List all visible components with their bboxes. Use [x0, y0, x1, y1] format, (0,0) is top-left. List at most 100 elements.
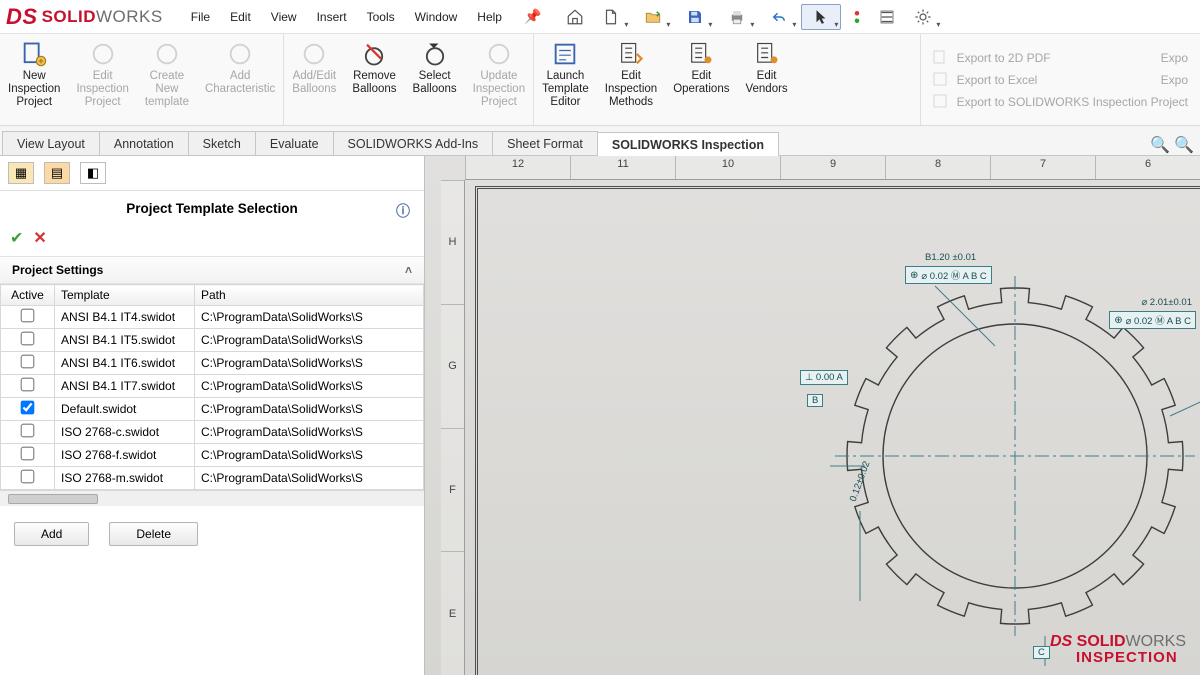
export-excel[interactable]: Export to ExcelExpo [933, 72, 1188, 88]
menu-edit[interactable]: Edit [230, 10, 251, 24]
row-path: C:\ProgramData\SolidWorks\S [195, 467, 424, 490]
table-row[interactable]: ISO 2768-c.swidot C:\ProgramData\SolidWo… [1, 421, 424, 444]
row-path: C:\ProgramData\SolidWorks\S [195, 444, 424, 467]
list-icon[interactable] [873, 4, 901, 30]
edit-operations[interactable]: EditOperations [665, 34, 737, 125]
menu-insert[interactable]: Insert [317, 10, 347, 24]
cancel-icon[interactable]: ✕ [33, 228, 46, 248]
main-menu: File Edit View Insert Tools Window Help [181, 10, 512, 24]
tab-sketch[interactable]: Sketch [188, 131, 256, 155]
delete-button[interactable]: Delete [109, 522, 198, 546]
cursor-icon[interactable] [801, 4, 841, 30]
ruler-horizontal: 1211109876 [465, 156, 1200, 180]
col-path[interactable]: Path [195, 285, 424, 306]
new-inspection-project[interactable]: NewInspectionProject [0, 34, 68, 125]
accept-icon[interactable]: ✔ [10, 228, 23, 248]
callout-datum-b: B [807, 394, 823, 407]
row-active-checkbox[interactable] [21, 447, 35, 461]
edit-inspection-project: EditInspectionProject [68, 34, 136, 125]
select-balloons[interactable]: SelectBalloons [405, 34, 465, 125]
menu-file[interactable]: File [191, 10, 210, 24]
row-active-checkbox[interactable] [21, 309, 35, 323]
panel-tab-1[interactable]: ▦ [8, 162, 34, 184]
row-template: ISO 2768-m.swidot [55, 467, 195, 490]
menu-view[interactable]: View [271, 10, 297, 24]
menu-tools[interactable]: Tools [367, 10, 395, 24]
row-path: C:\ProgramData\SolidWorks\S [195, 352, 424, 375]
help-icon[interactable]: ⓘ [396, 201, 410, 221]
table-row[interactable]: ISO 2768-m.swidot C:\ProgramData\SolidWo… [1, 467, 424, 490]
row-active-checkbox[interactable] [21, 424, 35, 438]
row-path: C:\ProgramData\SolidWorks\S [195, 375, 424, 398]
table-row[interactable]: ANSI B4.1 IT4.swidot C:\ProgramData\Soli… [1, 306, 424, 329]
templates-table: Active Template Path ANSI B4.1 IT4.swido… [0, 284, 424, 490]
print-icon[interactable] [717, 4, 757, 30]
search-settings-icon[interactable]: 🔍 [1174, 135, 1194, 155]
panel-tab-2[interactable]: ▤ [44, 162, 70, 184]
table-row[interactable]: ISO 2768-f.swidot C:\ProgramData\SolidWo… [1, 444, 424, 467]
tab-solidworks-inspection[interactable]: SOLIDWORKS Inspection [597, 132, 779, 156]
brand-works: WORKS [96, 7, 163, 26]
table-row[interactable]: ANSI B4.1 IT5.swidot C:\ProgramData\Soli… [1, 329, 424, 352]
row-active-checkbox[interactable] [21, 378, 35, 392]
table-row[interactable]: ANSI B4.1 IT7.swidot C:\ProgramData\Soli… [1, 375, 424, 398]
col-active[interactable]: Active [1, 285, 55, 306]
launch-template-editor[interactable]: LaunchTemplateEditor [534, 34, 597, 125]
new-doc-icon[interactable] [591, 4, 631, 30]
row-template: Default.swidot [55, 398, 195, 421]
home-icon[interactable] [561, 4, 589, 30]
property-panel: ▦ ▤ ◧ Project Template Selection ⓘ ✔ ✕ P… [0, 156, 425, 675]
save-icon[interactable] [675, 4, 715, 30]
search-icon[interactable]: 🔍 [1150, 135, 1170, 155]
row-path: C:\ProgramData\SolidWorks\S [195, 329, 424, 352]
ribbon: NewInspectionProjectEditInspectionProjec… [0, 34, 1200, 126]
solidworks-inspection-logo: DS SOLIDWORKS INSPECTION [1050, 634, 1186, 665]
add-characteristic: AddCharacteristic [197, 34, 284, 125]
tab-evaluate[interactable]: Evaluate [255, 131, 334, 155]
edit-inspection-methods[interactable]: EditInspectionMethods [597, 34, 665, 125]
app-logo: DS SOLIDWORKS [6, 4, 163, 30]
gear-icon[interactable] [903, 4, 943, 30]
row-path: C:\ProgramData\SolidWorks\S [195, 398, 424, 421]
undo-icon[interactable] [759, 4, 799, 30]
open-icon[interactable] [633, 4, 673, 30]
row-active-checkbox[interactable] [21, 401, 35, 415]
tab-solidworks-add-ins[interactable]: SOLIDWORKS Add-Ins [333, 131, 494, 155]
tab-view-layout[interactable]: View Layout [2, 131, 100, 155]
row-active-checkbox[interactable] [21, 332, 35, 346]
ribbon-export-group: Export to 2D PDFExpo Export to ExcelExpo… [920, 34, 1200, 125]
col-template[interactable]: Template [55, 285, 195, 306]
callout-top-fcf: ⊕⌀ 0.02 Ⓜ A B C [905, 266, 992, 284]
export-swip[interactable]: Export to SOLIDWORKS Inspection Project [933, 94, 1188, 110]
tab-annotation[interactable]: Annotation [99, 131, 189, 155]
command-tabstrip: View LayoutAnnotationSketchEvaluateSOLID… [0, 126, 1200, 156]
tab-sheet-format[interactable]: Sheet Format [492, 131, 598, 155]
row-template: ISO 2768-c.swidot [55, 421, 195, 444]
section-project-settings[interactable]: Project Settings˄ [0, 256, 424, 284]
menubar: DS SOLIDWORKS File Edit View Insert Tool… [0, 0, 1200, 34]
row-active-checkbox[interactable] [21, 355, 35, 369]
remove-balloons[interactable]: RemoveBalloons [344, 34, 404, 125]
callout-right-dim: ⌀ 2.01±0.01 [1141, 297, 1192, 308]
add-button[interactable]: Add [14, 522, 89, 546]
quick-access-toolbar [561, 4, 943, 30]
table-row[interactable]: Default.swidot C:\ProgramData\SolidWorks… [1, 398, 424, 421]
table-row[interactable]: ANSI B4.1 IT6.swidot C:\ProgramData\Soli… [1, 352, 424, 375]
drawing-canvas[interactable]: 1211109876 HGFE ⊕⌀ 0.02 Ⓜ A B C B1.20 ±0… [425, 156, 1200, 675]
edit-vendors[interactable]: EditVendors [737, 34, 795, 125]
traffic-light-icon[interactable] [843, 4, 871, 30]
menu-window[interactable]: Window [415, 10, 458, 24]
panel-view-tabs: ▦ ▤ ◧ [0, 156, 424, 191]
row-template: ANSI B4.1 IT6.swidot [55, 352, 195, 375]
brand-solid: SOLID [42, 7, 96, 26]
add-edit-balloons: Add/EditBalloons [284, 34, 344, 125]
menu-help[interactable]: Help [477, 10, 502, 24]
pin-icon[interactable]: 📌 [524, 8, 541, 25]
table-h-scrollbar[interactable] [0, 490, 424, 506]
export-2d-pdf[interactable]: Export to 2D PDFExpo [933, 50, 1188, 66]
panel-tab-3[interactable]: ◧ [80, 162, 106, 184]
row-active-checkbox[interactable] [21, 470, 35, 484]
create-new-template: CreateNewtemplate [137, 34, 197, 125]
callout-left-fcf: ⊥ 0.00 A [800, 370, 848, 385]
row-template: ANSI B4.1 IT4.swidot [55, 306, 195, 329]
